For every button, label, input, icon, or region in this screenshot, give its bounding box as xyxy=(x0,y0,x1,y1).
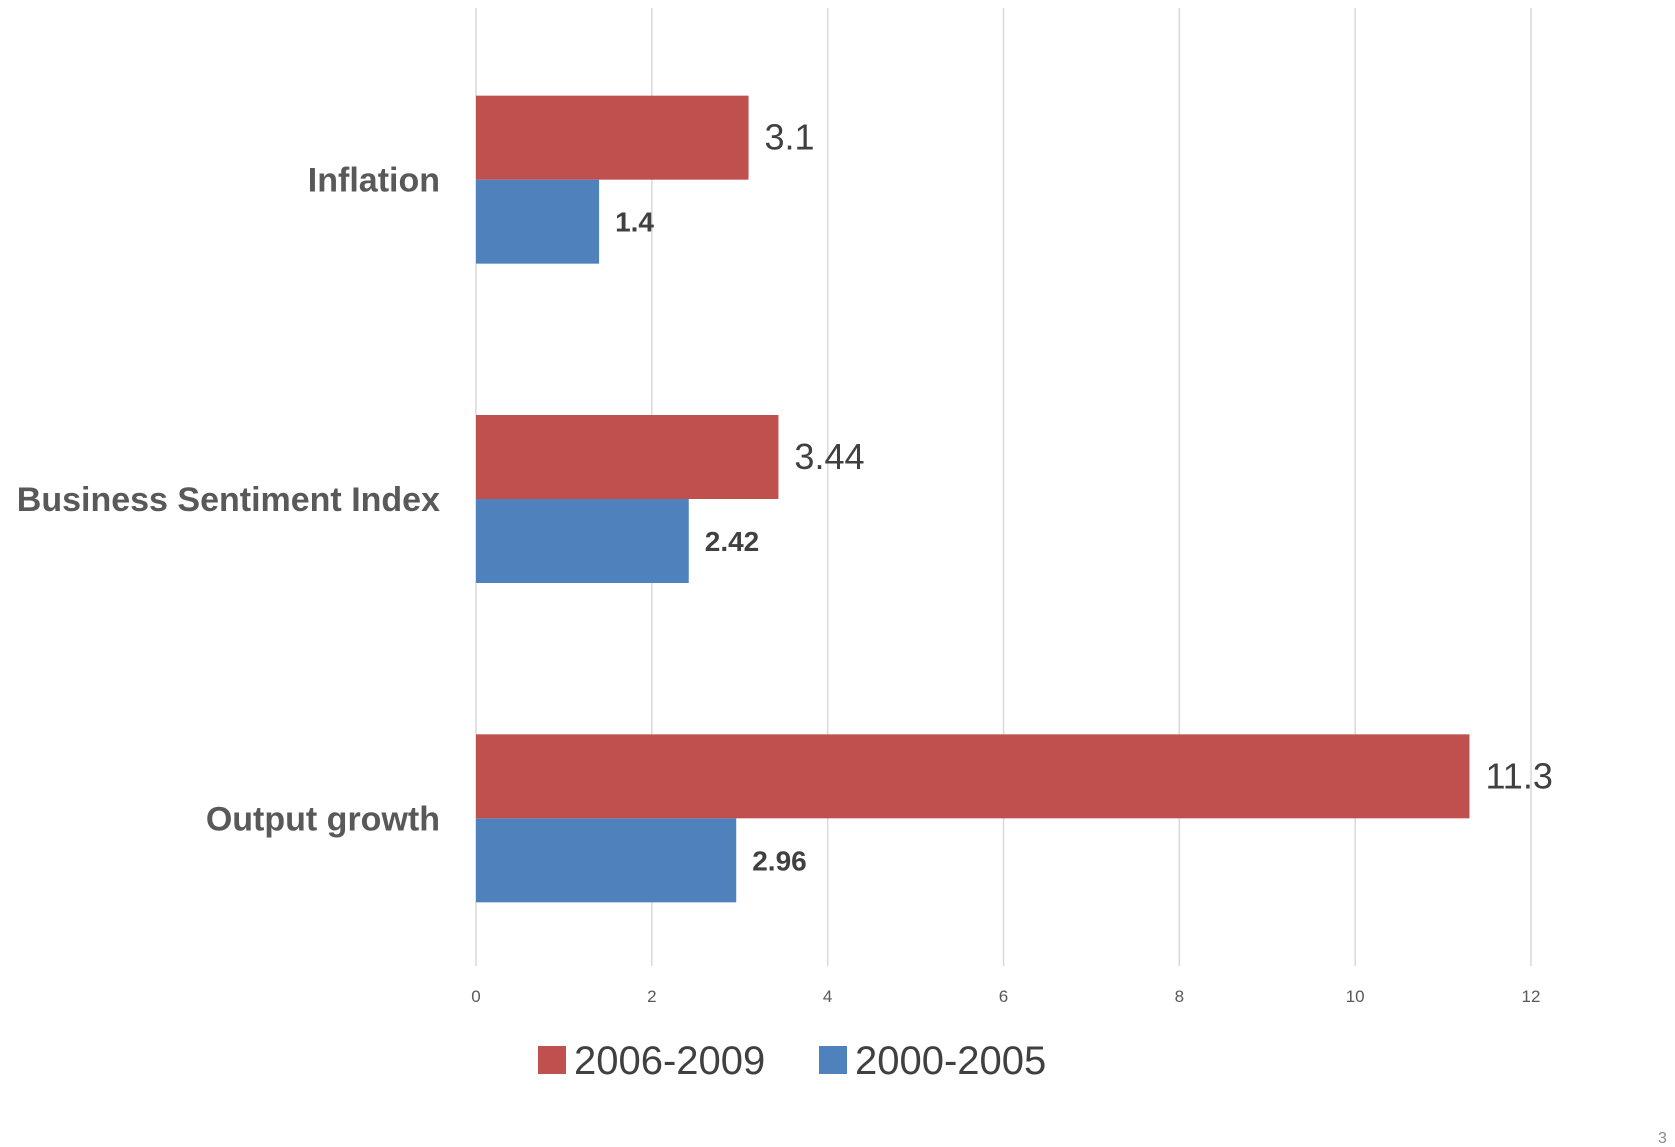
legend-label: 2006-2009 xyxy=(574,1039,765,1083)
bars xyxy=(476,95,1470,903)
legend-swatch xyxy=(819,1046,847,1074)
x-axis-ticks: 0 2 4 6 8 10 12 xyxy=(471,987,1540,1006)
data-label: 2.96 xyxy=(752,845,807,876)
legend-label: 2000-2005 xyxy=(855,1039,1046,1083)
category-label: Business Sentiment Index xyxy=(17,481,440,519)
bar-series-2006-2009 xyxy=(476,95,749,180)
legend: 2006-2009 2000-2005 xyxy=(538,1039,1046,1083)
page-number: 3 xyxy=(1658,1130,1667,1147)
bar-series-2006-2009 xyxy=(476,734,1470,819)
bar-series-2000-2005 xyxy=(476,499,689,583)
category-labels: Inflation Business Sentiment Index Output … xyxy=(17,162,440,839)
bar-series-2000-2005 xyxy=(476,179,600,264)
category-label: Output growth xyxy=(206,800,440,838)
x-tick-label: 4 xyxy=(823,987,832,1006)
bar-series-2006-2009 xyxy=(476,415,779,499)
data-label: 1.4 xyxy=(615,207,654,238)
bar-series-2000-2005 xyxy=(476,818,737,903)
data-label: 11.3 xyxy=(1485,755,1552,796)
x-tick-label: 8 xyxy=(1175,987,1184,1006)
x-tick-label: 12 xyxy=(1522,987,1541,1006)
x-tick-label: 6 xyxy=(999,987,1008,1006)
x-tick-label: 2 xyxy=(647,987,656,1006)
category-label: Inflation xyxy=(308,162,440,200)
x-tick-label: 10 xyxy=(1346,987,1365,1006)
data-label: 2.42 xyxy=(705,526,760,557)
data-labels: 3.1 1.4 3.44 2.42 11.3 2.96 xyxy=(615,117,1553,877)
data-label: 3.1 xyxy=(765,117,815,158)
x-tick-label: 0 xyxy=(471,987,480,1006)
legend-swatch xyxy=(538,1046,566,1074)
data-label: 3.44 xyxy=(794,436,864,477)
